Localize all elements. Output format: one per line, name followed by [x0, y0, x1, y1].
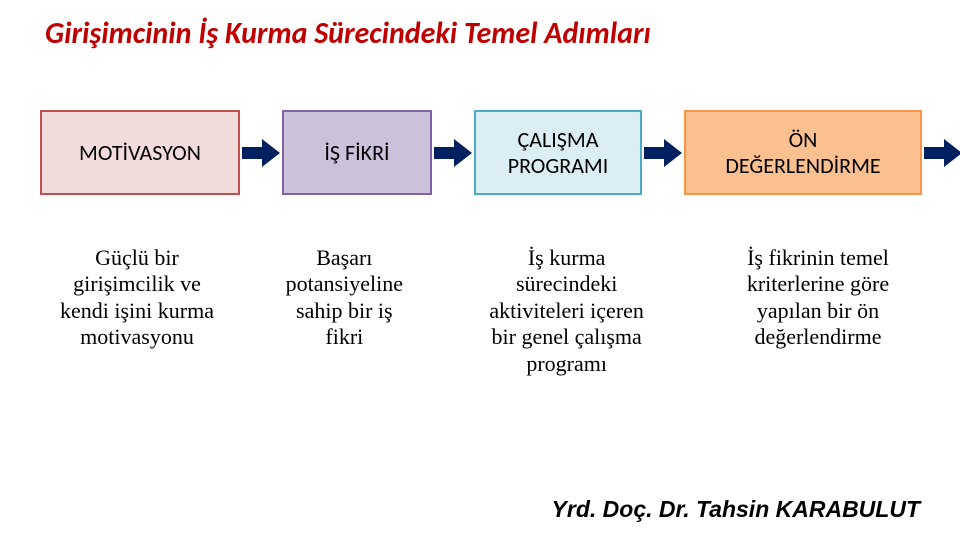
arrow-icon [644, 139, 682, 167]
arrow-icon [434, 139, 472, 167]
slide: Girişimcinin İş Kurma Sürecindeki Temel … [0, 0, 960, 541]
arrow-cell [240, 110, 282, 195]
arrow-cell [432, 110, 474, 195]
arrow-icon [924, 139, 960, 167]
description: Başarı potansiyeline sahip bir iş fikri [263, 245, 425, 377]
arrow-icon [242, 139, 280, 167]
slide-title: Girişimcinin İş Kurma Sürecindeki Temel … [45, 15, 651, 52]
flow-box-label: MOTİVASYON [79, 140, 201, 165]
flow-row: MOTİVASYON İŞ FİKRİ ÇALIŞMA PROGRAMI ÖN DEĞ… [40, 110, 960, 195]
flow-box-label: ÖN DEĞERLENDİRME [725, 127, 880, 178]
flow-box-label: ÇALIŞMA PROGRAMI [508, 127, 609, 178]
flow-box: İŞ FİKRİ [282, 110, 432, 195]
description: İş fikrinin temel kriterlerine göre yapı… [708, 245, 928, 377]
flow-box-label: İŞ FİKRİ [324, 140, 389, 165]
flow-box: ÖN DEĞERLENDİRME [684, 110, 922, 195]
description-row: Güçlü bir girişimcilik ve kendi işini ku… [38, 245, 928, 377]
flow-box: MOTİVASYON [40, 110, 240, 195]
arrow-cell [922, 110, 960, 195]
description: İş kurma sürecindeki aktiviteleri içeren… [453, 245, 681, 377]
arrow-cell [642, 110, 684, 195]
footer-author: Yrd. Doç. Dr. Tahsin KARABULUT [552, 496, 920, 523]
description: Güçlü bir girişimcilik ve kendi işini ku… [38, 245, 236, 377]
flow-box: ÇALIŞMA PROGRAMI [474, 110, 642, 195]
